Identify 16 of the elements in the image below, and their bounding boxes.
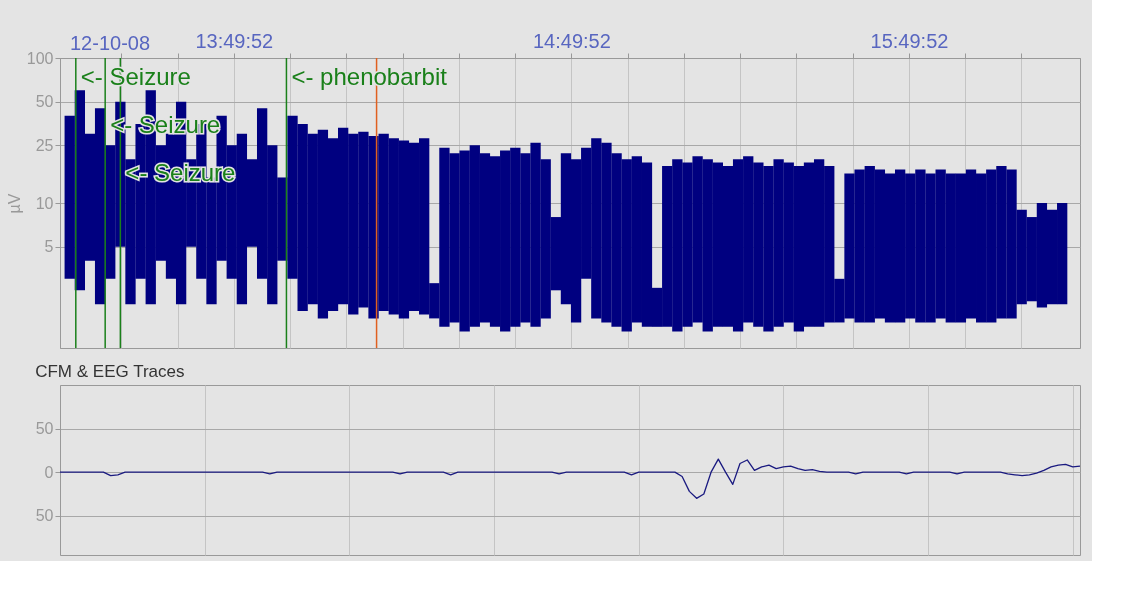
y-tick-label: 100 [26,49,54,67]
x-tick-label: 13:49:52 [195,29,274,52]
bar [64,115,75,279]
x-tick-label: 14:49:52 [532,29,611,52]
y-axis-title: µV [5,193,23,214]
y-tick-label: 5 [44,238,54,256]
text: 12-10-08 [70,32,151,54]
y-tick-label: 25 [35,136,54,154]
chart-title: CFM & EEG Traces [35,362,185,381]
line-series [59,458,1081,499]
x-tick-label: 15:49:52 [870,29,949,52]
y-tick-label: 0 [44,463,54,481]
y-tick-label: 50 [35,507,54,525]
y-tick-label: 50 [35,420,54,438]
y-tick-label: 10 [35,194,54,212]
y-tick-label: 50 [35,93,54,111]
